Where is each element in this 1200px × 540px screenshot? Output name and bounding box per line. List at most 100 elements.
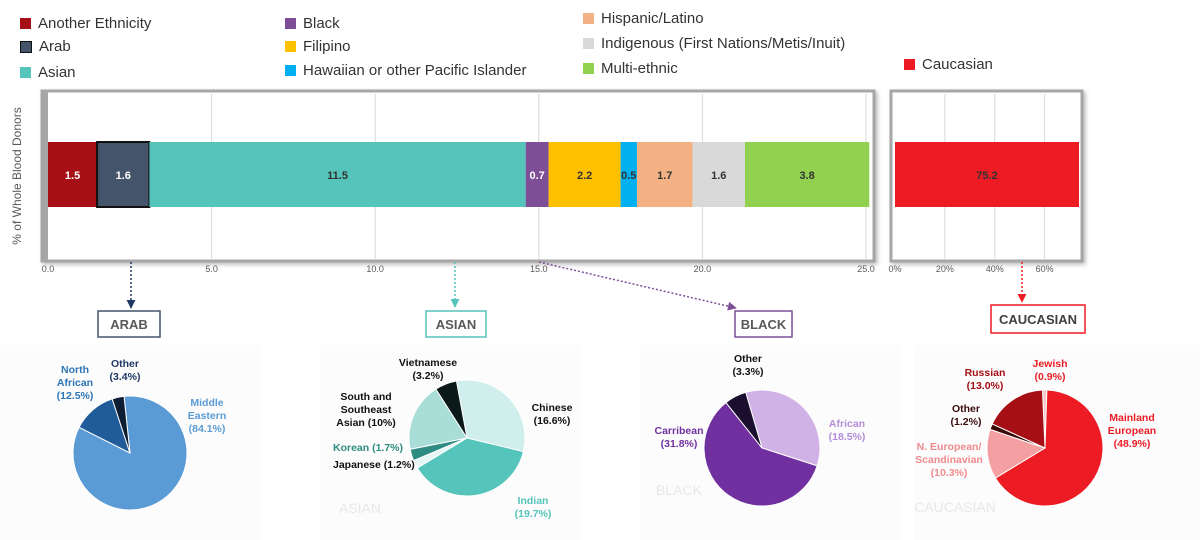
legend-swatch [20, 18, 31, 29]
x-tick-label: 10.0 [366, 264, 384, 274]
pie-title-box [97, 310, 161, 338]
pie-slice-label-line: Indian [518, 495, 549, 507]
pie-slice-label-line: (3.4%) [110, 371, 141, 383]
pie-slice-label-line: (31.8%) [661, 438, 698, 450]
x-tick-label: 20.0 [694, 264, 712, 274]
x-tick-label: 15.0 [530, 264, 548, 274]
pie-slice-russian [991, 389, 1046, 449]
bar-value-label: 0.7 [530, 170, 545, 182]
pie-slice-label: African (18.5%) [829, 418, 866, 443]
pie-slice-label-line: Southeast [341, 404, 392, 416]
pie-chart-caucasian: CAUCASIAN CAUCASIAN Jewish (0.9%) Mainland Eu… [914, 304, 1200, 540]
pie-slice-label: Jewish (0.9%) [1032, 358, 1067, 383]
bar-segment-hawaiian-or-other-pacific-islander [620, 142, 637, 207]
pie-slice-label-line: (1.2%) [951, 416, 982, 428]
pie-slice-label-line: Other [952, 403, 980, 415]
pie-slice-label: Carribean (31.8%) [654, 425, 703, 450]
pie-title: ARAB [110, 317, 148, 332]
pie-slice-label-line: Chinese [532, 402, 573, 414]
pie-slice-african [745, 389, 821, 467]
pie-slice-label-line: African [829, 418, 865, 430]
legend-label: Another Ethnicity [38, 15, 152, 32]
x-tick-label: 0.0 [42, 264, 55, 274]
bar-segment-hispanic-latino [636, 142, 693, 207]
pie-slice-label: Mainland European (48.9%) [1108, 412, 1156, 450]
pie-slice-label-line: Japanese (1.2%) [333, 459, 415, 471]
pie-watermark: BLACK [656, 482, 703, 498]
pie-watermark: ASIAN [339, 500, 381, 516]
legend-item-asian: Asian [20, 64, 76, 81]
legend-label: Hawaiian or other Pacific Islander [303, 62, 527, 79]
legend-swatch [583, 13, 594, 24]
pie-slice-label-line: (3.3%) [733, 366, 764, 378]
bar-value-label: 1.7 [657, 170, 672, 182]
pie-slice-label: Vietnamese (3.2%) [399, 357, 457, 382]
pie-slice-label-line: Jewish [1032, 358, 1067, 370]
pie-title-box [990, 304, 1086, 334]
legend-item-multi-ethnic: Multi-ethnic [583, 60, 678, 77]
pie-slice-label: North African (12.5%) [57, 364, 94, 402]
bar-segment-multi-ethnic [744, 142, 870, 207]
pie-title-box [425, 310, 487, 338]
x-tick-label: 5.0 [205, 264, 218, 274]
pie-slice-label-line: North [61, 364, 89, 376]
y-axis-label: % of Whole Blood Donors [10, 107, 24, 244]
pie-chart-black: BLACK BLACK African (18.5%) Carribean (31.8%)… [640, 310, 900, 540]
legend-label: Filipino [303, 38, 351, 55]
legend-label: Black [303, 15, 340, 32]
pie-title: ASIAN [436, 317, 476, 332]
x-tick-label: 0% [888, 264, 901, 274]
legend-label: Asian [38, 64, 76, 81]
bar-value-label: 75.2 [976, 170, 997, 182]
pie-slice-label: Other (1.2%) [951, 403, 982, 428]
pie-slice-label: Other (3.3%) [733, 353, 764, 378]
bar-segment-arab [96, 141, 151, 208]
pie-slice-label-line: (13.0%) [967, 380, 1004, 392]
pie-slice-label-line: (84.1%) [189, 423, 226, 435]
pie-slice-label-line: Korean (1.7%) [333, 442, 403, 454]
pie-slice-label-line: Other [734, 353, 762, 365]
bar-segment-indigenous-first-nations-metis-inuit- [692, 142, 745, 207]
pie-slice-label-line: (10.3%) [931, 467, 968, 479]
pie-slice-chinese [455, 379, 526, 453]
pie-slice-label-line: Carribean [654, 425, 703, 437]
legend-swatch [285, 65, 296, 76]
pie-slice-label-line: African [57, 377, 93, 389]
pie-slice-label-line: Mainland [1109, 412, 1155, 424]
pie-slice-label: Indian (19.7%) [515, 495, 552, 520]
legend-item-hispanic: Hispanic/Latino [583, 10, 704, 27]
bar-value-label: 3.8 [799, 170, 814, 182]
bar-value-label: 1.6 [711, 170, 726, 182]
pie-slice-label-line: European [1108, 425, 1156, 437]
pie-slice-south-and-southeast-asian [408, 388, 468, 450]
legend-item-caucasian: Caucasian [904, 56, 993, 73]
legend-swatch [583, 38, 594, 49]
legend-swatch [285, 18, 296, 29]
connector-arrow-black [538, 261, 737, 311]
pie-slice-label-line: Middle [190, 397, 223, 409]
pie-slice-label: Middle Eastern (84.1%) [188, 397, 227, 435]
pie-slice-label-line: (18.5%) [829, 431, 866, 443]
pie-slice-mainland-european [994, 389, 1104, 507]
legend-item-arab: Arab [20, 38, 71, 55]
pie-slice-other [111, 395, 131, 454]
bar-value-label: 1.6 [116, 170, 131, 182]
legend-item-filipino: Filipino [285, 38, 351, 55]
pie-slice-label-line: Asian (10%) [336, 417, 396, 429]
bar-segment-asian [149, 142, 526, 207]
pie-slice-label: Japanese (1.2%) [333, 459, 415, 471]
pie-slice-label-line: (12.5%) [57, 390, 94, 402]
bar-segment-another-ethnicity [48, 142, 98, 207]
pie-slice-label-line: (19.7%) [515, 508, 552, 520]
legend-swatch [583, 63, 594, 74]
x-tick-label: 20% [936, 264, 954, 274]
pie-slice-label-line: Scandinavian [915, 454, 983, 466]
pie-chart-asian: ASIAN ASIAN Chinese (16.6%) Indian (19.7%) Jap… [320, 310, 580, 540]
pie-title: BLACK [741, 317, 787, 332]
pie-slice-label-line: N. European/ [917, 441, 982, 453]
legend-label: Caucasian [922, 56, 993, 73]
pie-title-box [734, 310, 793, 338]
pie-slice-label: Korean (1.7%) [333, 442, 403, 454]
pie-slice-label-line: Russian [965, 367, 1006, 379]
